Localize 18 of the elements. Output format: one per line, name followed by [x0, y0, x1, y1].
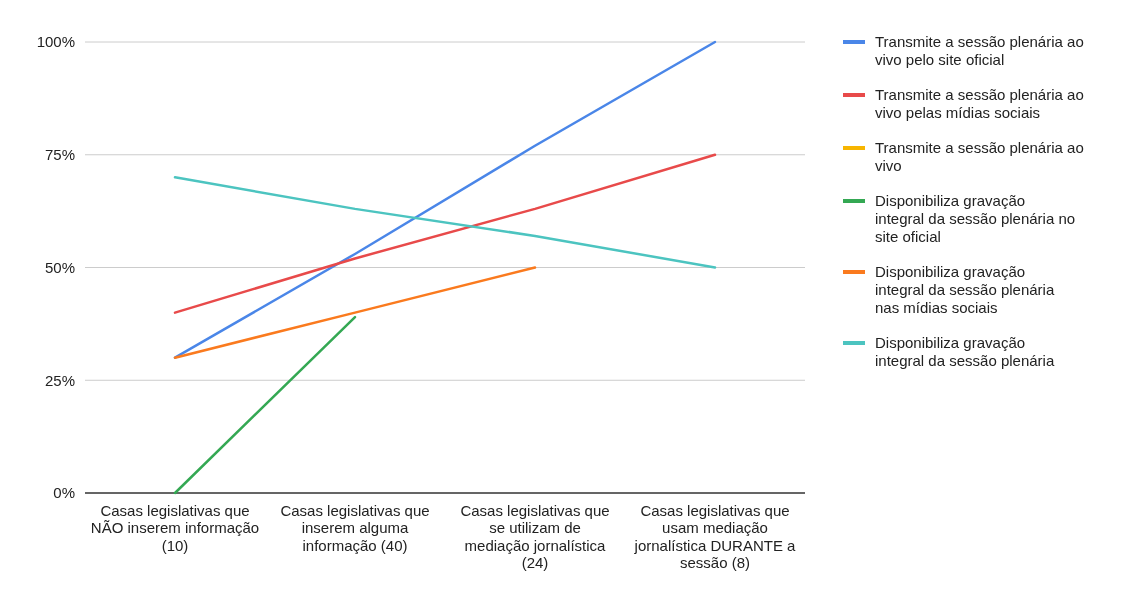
- line-series: [173, 40, 717, 359]
- legend-label: Transmite a sessão plenária ao vivo pelas mídias sociais: [875, 86, 1084, 122]
- legend-label: Transmite a sessão plenária ao vivo: [875, 139, 1084, 175]
- x-tick-label: Casas legislativas que se utilizam de mediação jornalística (24): [460, 502, 610, 571]
- legend-label: Transmite a sessão plenária ao vivo pelo site oficial: [875, 33, 1084, 69]
- y-tick-label: 0%: [53, 484, 75, 502]
- line-series: [173, 153, 717, 314]
- y-tick-label: 75%: [44, 146, 75, 163]
- x-tick-label: Casas legislativas que NÃO inserem informação (10): [90, 502, 260, 554]
- x-tick-label: Casas legislativas que inserem alguma informação (40): [280, 502, 430, 554]
- legend-label: Disponibiliza gravação integral da sessão plenária: [875, 334, 1055, 370]
- legend-label: Disponibiliza gravação integral da sessão plenária nas mídias sociais: [875, 263, 1055, 317]
- line-series: [173, 176, 717, 269]
- y-tick-label: 100%: [36, 33, 75, 51]
- y-tick-label: 25%: [44, 371, 75, 389]
- x-tick-label: Casas legislativas que usam mediação jornalística DURANTE a sessão (8): [633, 502, 797, 571]
- y-tick-label: 50%: [44, 258, 75, 276]
- legend-label: Disponibiliza gravação integral da sessão plenária no site oficial: [875, 192, 1076, 246]
